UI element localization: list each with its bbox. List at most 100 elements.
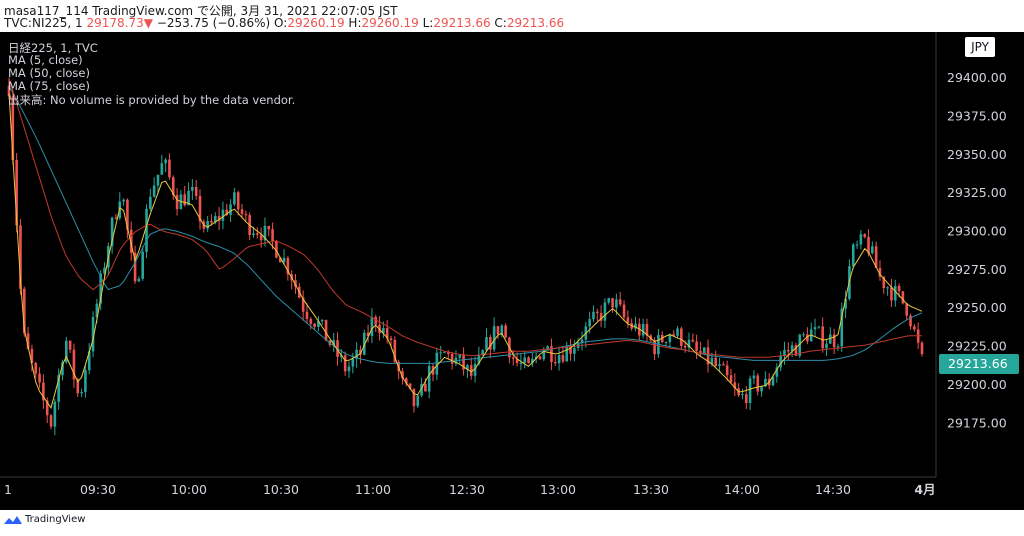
candle-body [145, 208, 148, 252]
candle-body [152, 185, 156, 197]
candle-body [439, 352, 442, 354]
candle-body [523, 357, 527, 363]
candle-body [729, 375, 733, 383]
candle-body [320, 319, 324, 322]
candle-body [362, 332, 366, 355]
candle-body [401, 371, 404, 379]
candle-body [615, 299, 618, 308]
candle-body [191, 186, 194, 191]
time-tick-label: 1 [4, 482, 12, 497]
price-tick-label: 29325.00 [947, 185, 1007, 200]
price-tick-label: 29350.00 [947, 147, 1007, 162]
candle-body [332, 340, 336, 345]
candle-body [722, 364, 725, 366]
candle-body [443, 352, 446, 354]
candle-body [416, 395, 420, 407]
candle-body [626, 317, 630, 324]
candle-body [49, 415, 53, 427]
candle-body [683, 346, 687, 348]
candle-body [897, 285, 901, 292]
candle-body [22, 288, 26, 334]
candle-body [198, 195, 202, 222]
candle-body [183, 194, 187, 206]
candle-body [450, 353, 454, 364]
candle-body [817, 326, 821, 328]
candle-body [553, 362, 557, 364]
candle-body [664, 342, 668, 344]
candle-body [229, 204, 232, 215]
time-tick-label: 14:00 [724, 482, 760, 497]
candle-body [725, 365, 729, 376]
candle-body [779, 356, 782, 368]
candle-body [206, 220, 209, 229]
ohlc-line: TVC:NI225, 1 29178.73▼ −253.75 (−0.86%) … [4, 16, 564, 30]
candle-body [45, 400, 49, 416]
candle-body [469, 365, 473, 376]
candle-body [65, 340, 68, 363]
candle-body [718, 364, 721, 366]
time-tick-label: 13:30 [633, 482, 669, 497]
candle-body [458, 354, 462, 358]
candle-body [366, 332, 370, 336]
candle-body [550, 346, 553, 363]
candle-body [374, 317, 378, 325]
candle-body [30, 349, 34, 363]
candle-body [114, 217, 118, 219]
candle-body [511, 357, 515, 359]
candle-body [217, 216, 221, 221]
candle-body [87, 351, 91, 371]
candle-body [702, 347, 706, 355]
price-tick-label: 29175.00 [947, 415, 1007, 430]
candle-body [61, 362, 64, 376]
candle-body [489, 337, 492, 350]
candle-body [603, 302, 607, 321]
candle-body [156, 174, 160, 186]
candle-body [76, 379, 80, 394]
candle-body [790, 345, 794, 352]
candle-body [481, 350, 484, 355]
candle-body [764, 378, 767, 387]
candle-body [618, 299, 622, 305]
candle-body [500, 325, 504, 335]
candle-body [836, 346, 840, 348]
candle-body [485, 337, 488, 351]
brand-name: TradingView [25, 514, 86, 525]
candle-body [886, 287, 889, 289]
candle-body [867, 236, 870, 254]
symbol-label: TVC:NI225, 1 [4, 16, 83, 30]
candle-body [160, 163, 164, 175]
candle-body [278, 257, 282, 263]
candle-body [760, 386, 763, 392]
candle-body [802, 334, 805, 336]
candle-body [72, 349, 76, 380]
candle-body [91, 317, 95, 352]
candle-body [638, 323, 641, 336]
candle-body [909, 315, 912, 327]
publish-info: masa117_114 TradingView.com で公開, 3月 31, … [4, 4, 398, 18]
open-value: 29260.19 [287, 16, 345, 30]
currency-label: JPY [970, 40, 990, 54]
candle-body [538, 356, 542, 360]
candle-body [347, 366, 351, 372]
high-label: H: [348, 16, 362, 30]
candle-body [221, 209, 225, 221]
legend-ma5: MA (5, close) [8, 53, 83, 67]
candle-body [565, 345, 569, 362]
price-chart[interactable]: 29175.00 29200.00 29225.00 29250.00 29275.00… [0, 32, 1024, 510]
candle-body [305, 311, 309, 319]
candle-body [370, 317, 374, 336]
candle-body [695, 341, 698, 351]
candle-body [607, 298, 611, 303]
candle-body [393, 339, 397, 362]
candle-body [11, 96, 15, 160]
candle-body [240, 209, 244, 214]
candle-body [515, 358, 519, 363]
candle-body [420, 384, 423, 396]
candle-body [771, 376, 775, 386]
candle-body [187, 190, 190, 206]
candle-body [546, 346, 549, 351]
price-tick-label: 29400.00 [947, 70, 1007, 85]
candle-body [80, 392, 83, 394]
candle-body [874, 246, 878, 268]
brand: TradingView [4, 514, 85, 525]
